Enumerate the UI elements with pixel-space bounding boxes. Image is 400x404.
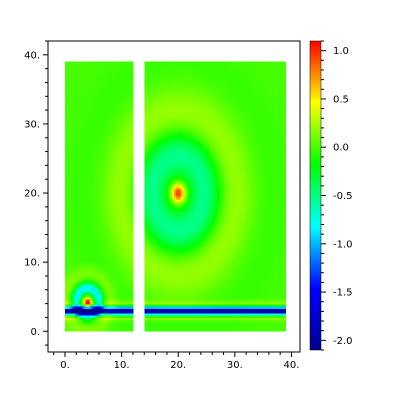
colorbar [310, 41, 321, 350]
colorbar-tick-label: -2.0 [333, 336, 353, 347]
x-axis: 0. 10. 20. 30. 40. [54, 352, 300, 371]
colorbar-tick-label: -1.5 [333, 288, 353, 299]
y-tick-label: 10. [24, 258, 40, 269]
y-tick-label: 20. [24, 189, 40, 200]
colorbar-tick-label: 0.0 [333, 143, 349, 154]
colorbar-tick-label: -0.5 [333, 191, 353, 202]
colorbar-axis: 1.0 0.5 0.0 -0.5 -1.0 -1.5 -2.0 [321, 41, 353, 350]
x-tick-label: 10. [114, 360, 130, 371]
domain-block-2 [144, 62, 286, 332]
x-tick-label: 30. [227, 360, 243, 371]
y-tick-label: 40. [24, 50, 40, 61]
y-axis: 0. 10. 20. 30. 40. [24, 41, 48, 345]
colorbar-tick-label: 0.5 [333, 94, 349, 105]
colorbar-tick-label: 1.0 [333, 46, 349, 57]
domain-block-1 [65, 62, 133, 332]
y-tick-label: 0. [30, 327, 40, 338]
x-tick-label: 40. [284, 360, 300, 371]
colorbar-tick-label: -1.0 [333, 239, 353, 250]
x-tick-label: 0. [60, 360, 70, 371]
y-tick-label: 30. [24, 119, 40, 130]
x-tick-label: 20. [170, 360, 186, 371]
heatmap [65, 62, 286, 332]
